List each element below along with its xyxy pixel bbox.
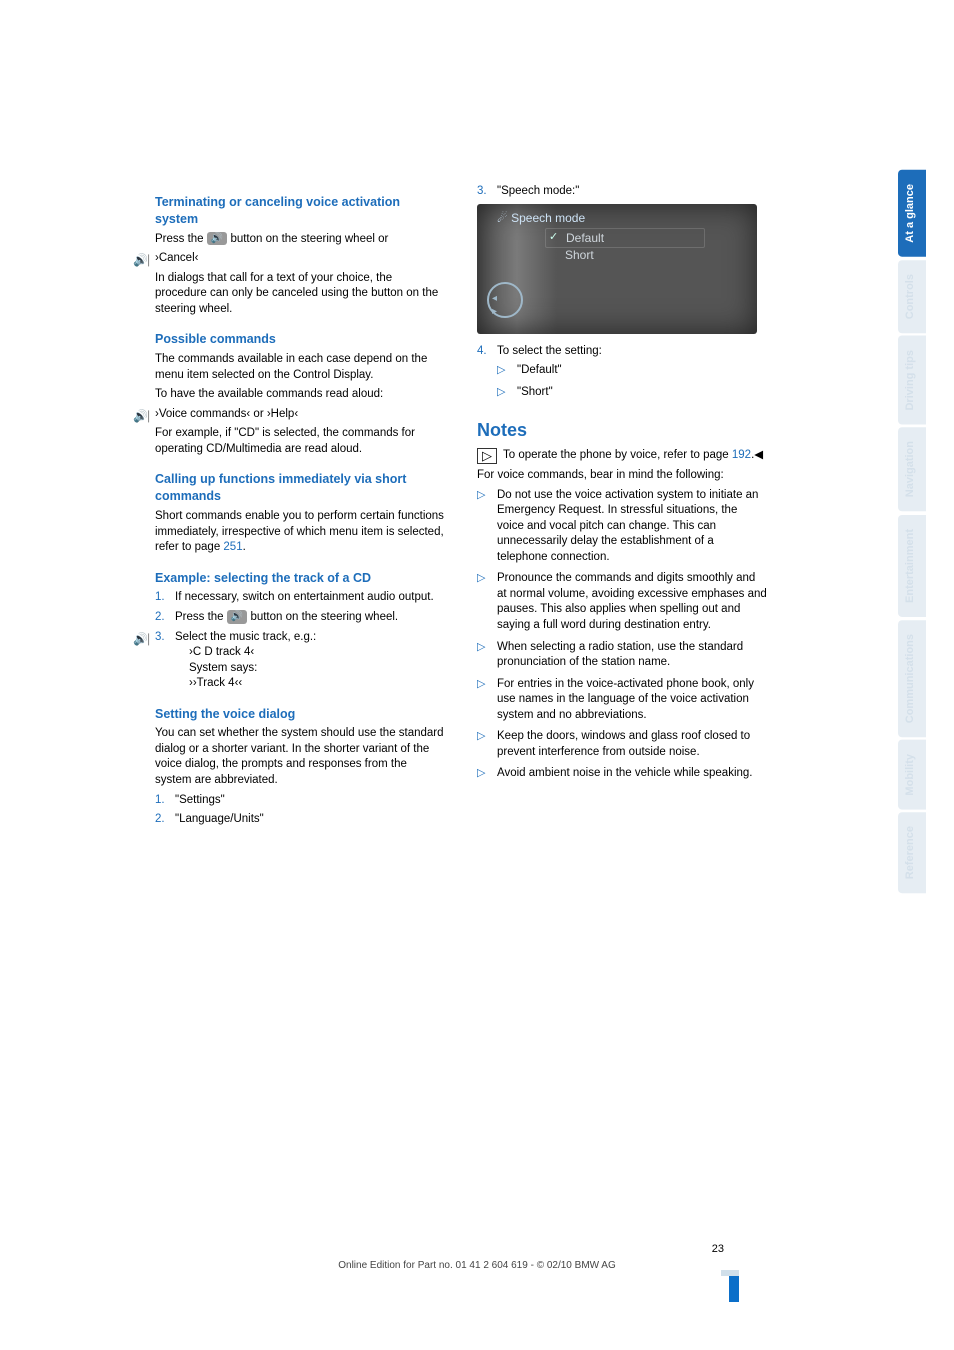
heading-short-commands: Calling up functions immediately via sho… bbox=[155, 471, 445, 505]
side-tab-strip: At a glance Controls Driving tipsNavigatio… bbox=[898, 170, 926, 897]
voice-commands-text: ›Voice commands‹ or ›Help‹ bbox=[155, 408, 298, 420]
list-number: 3. bbox=[477, 184, 487, 200]
heading-setting-voice-dialog: Setting the voice dialog bbox=[155, 706, 445, 723]
page-link-192[interactable]: 192 bbox=[732, 449, 751, 461]
info-text: To operate the phone by voice, refer to … bbox=[503, 448, 763, 464]
list-number: 2. bbox=[155, 610, 165, 626]
list-number: 2. bbox=[155, 812, 165, 828]
right-column: 3. "Speech mode:" ☄ Speech mode Default ✓… bbox=[477, 180, 767, 832]
heading-terminating: Terminating or canceling voice activatio… bbox=[155, 194, 445, 228]
voice-button-icon: 🔊 bbox=[227, 610, 247, 624]
list-item: Do not use the voice activation system t… bbox=[477, 488, 767, 566]
ordered-list-continued: 4. To select the setting: "Default" "Shor… bbox=[477, 344, 767, 401]
voice-waves-icon: 🔊⎸ bbox=[133, 408, 160, 424]
list-item: 2. "Language/Units" bbox=[155, 812, 445, 828]
text: To select the setting: bbox=[497, 345, 602, 357]
list-number: 3. bbox=[155, 630, 165, 646]
text: ›C D track 4‹ bbox=[189, 645, 445, 661]
side-tab-mobility[interactable]: Mobility bbox=[898, 740, 926, 810]
list-item: Keep the doors, windows and glass roof c… bbox=[477, 729, 767, 760]
list-item: When selecting a radio station, use the … bbox=[477, 640, 767, 671]
side-tab-navigation[interactable]: Navigation bbox=[898, 427, 926, 511]
list-item: Avoid ambient noise in the vehicle while… bbox=[477, 766, 767, 782]
list-item: Pronounce the commands and digits smooth… bbox=[477, 571, 767, 633]
text: Select the music track, e.g.: bbox=[175, 631, 316, 643]
text: System says: bbox=[189, 661, 445, 677]
page: At a glance Controls Driving tipsNavigatio… bbox=[0, 0, 954, 1350]
text: Short commands enable you to perform cer… bbox=[155, 510, 444, 553]
text: "Settings" bbox=[175, 794, 225, 806]
list-item: For entries in the voice-activated phone… bbox=[477, 677, 767, 724]
left-column: Terminating or canceling voice activatio… bbox=[155, 180, 445, 832]
voice-waves-icon: 🔊⎸ bbox=[133, 252, 160, 268]
side-tab-entertainment[interactable]: Entertainment bbox=[898, 515, 926, 617]
idrive-screenshot: ☄ Speech mode Default ✓ Short bbox=[477, 204, 757, 334]
ordered-list: 1. "Settings" 2. "Language/Units" bbox=[155, 793, 445, 828]
text: button on the steering wheel or bbox=[230, 233, 388, 245]
voice-command-line: 🔊⎸ ›Voice commands‹ or ›Help‹ bbox=[155, 407, 445, 423]
screenshot-row-default: Default bbox=[545, 228, 705, 248]
heading-notes: Notes bbox=[477, 418, 767, 442]
para: For example, if "CD" is selected, the co… bbox=[155, 426, 445, 457]
ordered-list-continued: 3. "Speech mode:" bbox=[477, 184, 767, 200]
para: Short commands enable you to perform cer… bbox=[155, 509, 445, 556]
list-item: 1. If necessary, switch on entertainment … bbox=[155, 590, 445, 606]
list-number: 4. bbox=[477, 344, 487, 360]
cancel-command: ›Cancel‹ bbox=[155, 252, 198, 264]
voice-command-line: 🔊⎸ ›Cancel‹ bbox=[155, 251, 445, 267]
text: button on the steering wheel. bbox=[250, 611, 398, 623]
page-footer: 23 Online Edition for Part no. 01 41 2 6… bbox=[0, 1242, 954, 1272]
text: If necessary, switch on entertainment au… bbox=[175, 591, 434, 603]
list-item: "Default" bbox=[497, 363, 767, 379]
para: For voice commands, bear in mind the fol… bbox=[477, 468, 767, 484]
list-item: 🔊⎸ 3. Select the music track, e.g.: ›C D… bbox=[155, 630, 445, 692]
page-link-251[interactable]: 251 bbox=[223, 541, 242, 553]
text: ››Track 4‹‹ bbox=[189, 676, 445, 692]
para: The commands available in each case depe… bbox=[155, 352, 445, 383]
side-tab-communications[interactable]: Communications bbox=[898, 620, 926, 737]
list-item: 4. To select the setting: "Default" "Shor… bbox=[477, 344, 767, 401]
ordered-list: 1. If necessary, switch on entertainment … bbox=[155, 590, 445, 691]
page-number: 23 bbox=[0, 1242, 954, 1257]
para: In dialogs that call for a text of your … bbox=[155, 271, 445, 318]
text: Press the bbox=[155, 233, 207, 245]
text: "Speech mode:" bbox=[497, 185, 579, 197]
para: To have the available commands read alou… bbox=[155, 387, 445, 403]
footer-copyright: Online Edition for Part no. 01 41 2 604 … bbox=[338, 1260, 616, 1271]
idrive-dial-icon bbox=[487, 282, 523, 318]
two-column-layout: Terminating or canceling voice activatio… bbox=[155, 180, 864, 832]
list-number: 1. bbox=[155, 590, 165, 606]
text: "Language/Units" bbox=[175, 813, 264, 825]
list-item: 2. Press the 🔊 button on the steering wh… bbox=[155, 610, 445, 626]
info-callout: ▷ To operate the phone by voice, refer t… bbox=[477, 448, 767, 464]
side-tab-reference[interactable]: Reference bbox=[898, 812, 926, 893]
voice-button-icon: 🔊 bbox=[207, 232, 227, 246]
list-item: 1. "Settings" bbox=[155, 793, 445, 809]
screenshot-title: ☄ Speech mode bbox=[497, 210, 585, 226]
heading-possible-commands: Possible commands bbox=[155, 331, 445, 348]
side-tab-driving-tips[interactable]: Driving tips bbox=[898, 336, 926, 425]
screenshot-row-short: Short bbox=[545, 246, 694, 264]
check-icon: ✓ bbox=[549, 230, 558, 245]
list-item: 3. "Speech mode:" bbox=[477, 184, 767, 200]
sub-bullets: "Default" "Short" bbox=[497, 363, 767, 400]
list-item: "Short" bbox=[497, 385, 767, 401]
text: Press the bbox=[175, 611, 227, 623]
side-tab-controls[interactable]: Controls bbox=[898, 260, 926, 333]
para: You can set whether the system should us… bbox=[155, 726, 445, 788]
notes-bullet-list: Do not use the voice activation system t… bbox=[477, 488, 767, 782]
side-tab-at-a-glance[interactable]: At a glance bbox=[898, 170, 926, 257]
footer-blue-bar bbox=[729, 1276, 739, 1302]
sublist: ›C D track 4‹ System says: ››Track 4‹‹ bbox=[175, 645, 445, 692]
heading-example-cd: Example: selecting the track of a CD bbox=[155, 570, 445, 587]
para: Press the 🔊 button on the steering wheel… bbox=[155, 232, 445, 248]
info-triangle-icon: ▷ bbox=[477, 448, 497, 464]
list-number: 1. bbox=[155, 793, 165, 809]
